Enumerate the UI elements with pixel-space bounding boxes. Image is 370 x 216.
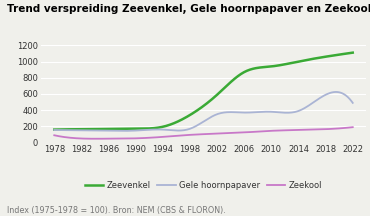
- Legend: Zeevenkel, Gele hoornpapaver, Zeekool: Zeevenkel, Gele hoornpapaver, Zeekool: [82, 178, 325, 194]
- Gele hoornpapaver: [323, 93, 328, 96]
- Zeevenkel: [53, 128, 57, 131]
- Zeekool: [236, 132, 240, 134]
- Line: Gele hoornpapaver: Gele hoornpapaver: [54, 92, 353, 131]
- Zeekool: [52, 134, 57, 137]
- Gele hoornpapaver: [305, 105, 309, 108]
- Gele hoornpapaver: [230, 111, 234, 113]
- Gele hoornpapaver: [231, 111, 235, 113]
- Gele hoornpapaver: [53, 129, 57, 131]
- Zeekool: [323, 128, 328, 130]
- Zeekool: [53, 134, 57, 137]
- Zeevenkel: [323, 56, 327, 58]
- Zeekool: [350, 126, 355, 129]
- Zeekool: [93, 137, 97, 140]
- Gele hoornpapaver: [236, 111, 240, 114]
- Line: Zeevenkel: Zeevenkel: [54, 53, 353, 130]
- Zeevenkel: [230, 80, 234, 82]
- Text: Index (1975-1978 = 100). Bron: NEM (CBS & FLORON).: Index (1975-1978 = 100). Bron: NEM (CBS …: [7, 206, 226, 215]
- Zeekool: [231, 132, 235, 134]
- Zeevenkel: [52, 128, 57, 131]
- Gele hoornpapaver: [118, 130, 122, 132]
- Text: Trend verspreiding Zeevenkel, Gele hoornpapaver en Zeekool: Trend verspreiding Zeevenkel, Gele hoorn…: [7, 4, 370, 14]
- Zeekool: [305, 129, 309, 131]
- Gele hoornpapaver: [333, 91, 338, 93]
- Line: Zeekool: Zeekool: [54, 127, 353, 139]
- Zeevenkel: [235, 76, 239, 78]
- Zeevenkel: [229, 81, 233, 83]
- Gele hoornpapaver: [350, 102, 355, 104]
- Zeevenkel: [350, 51, 355, 54]
- Zeekool: [230, 132, 234, 134]
- Zeevenkel: [304, 59, 308, 61]
- Gele hoornpapaver: [52, 129, 57, 131]
